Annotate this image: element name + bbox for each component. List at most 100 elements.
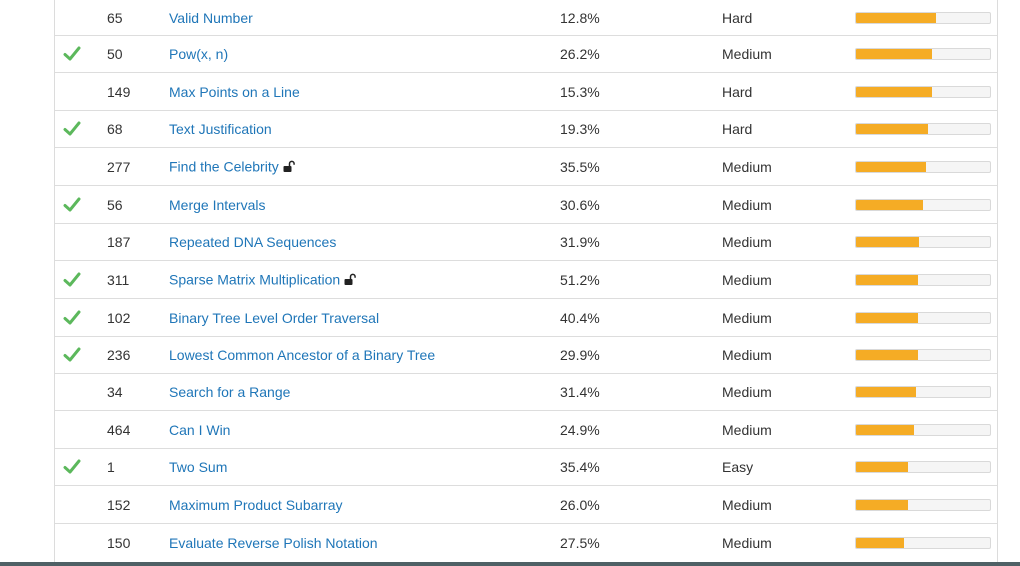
status-empty	[63, 383, 81, 401]
frequency-bar-fill	[856, 49, 933, 59]
table-row: 150 Evaluate Reverse Polish Notation 27.5%…	[55, 524, 997, 562]
lock-open-icon	[344, 272, 357, 288]
frequency-bar	[855, 48, 991, 60]
problem-title-text: Lowest Common Ancestor of a Binary Tree	[169, 347, 436, 363]
problem-title-text: Two Sum	[169, 459, 228, 475]
frequency-bar-fill	[856, 124, 929, 134]
acceptance-rate: 24.9%	[560, 421, 600, 438]
acceptance-rate: 40.4%	[560, 309, 600, 326]
status-empty	[63, 421, 81, 439]
check-icon	[63, 120, 81, 138]
problem-title-link[interactable]: Pow(x, n)	[169, 46, 228, 62]
frequency-bar	[855, 11, 991, 24]
problem-title-link[interactable]: Evaluate Reverse Polish Notation	[169, 535, 378, 551]
problem-title-link[interactable]: Valid Number	[169, 10, 253, 26]
check-icon	[63, 309, 81, 327]
acceptance-rate: 35.5%	[560, 158, 600, 175]
problem-title-link[interactable]: Repeated DNA Sequences	[169, 234, 336, 250]
difficulty-label: Medium	[722, 535, 772, 551]
problem-title-text: Merge Intervals	[169, 196, 266, 213]
acceptance-rate: 35.4%	[560, 459, 600, 475]
problem-title-text: Binary Tree Level Order Traversal	[169, 309, 380, 326]
check-icon	[63, 196, 81, 214]
problem-title-text: Find the Celebrity	[169, 158, 279, 174]
problem-title-link[interactable]: Maximum Product Subarray	[169, 497, 343, 513]
problem-number: 236	[107, 347, 131, 363]
problem-number: 65	[107, 9, 123, 26]
problem-title-link[interactable]: Find the Celebrity	[169, 158, 295, 175]
status-empty	[63, 83, 81, 101]
acceptance-rate: 12.8%	[560, 9, 600, 26]
table-row: 277 Find the Celebrity 35.5% Medium	[55, 148, 997, 186]
acceptance-rate: 27.5%	[560, 535, 600, 551]
problem-number: 187	[107, 234, 131, 250]
difficulty-label: Medium	[722, 347, 772, 363]
frequency-bar-fill	[856, 86, 933, 97]
problem-title-link[interactable]: Text Justification	[169, 121, 272, 137]
frequency-bar	[855, 498, 991, 511]
frequency-bar	[855, 349, 991, 361]
problem-title-text: Sparse Matrix Multiplication	[169, 271, 341, 287]
difficulty-label: Medium	[722, 384, 772, 400]
table-row: 68 Text Justification 19.3% Hard	[55, 111, 997, 148]
problem-title-link[interactable]: Search for a Range	[169, 384, 290, 400]
problem-title-text: Maximum Product Subarray	[169, 496, 343, 513]
problem-title-link[interactable]: Two Sum	[169, 459, 227, 475]
problem-number: 50	[107, 46, 123, 62]
problem-title-link[interactable]: Can I Win	[169, 422, 230, 438]
frequency-bar	[855, 273, 991, 286]
problem-title-link[interactable]: Lowest Common Ancestor of a Binary Tree	[169, 347, 435, 363]
table-row: 1 Two Sum 35.4% Easy	[55, 449, 997, 486]
difficulty-label: Easy	[722, 459, 754, 475]
lock-open-icon	[283, 159, 295, 175]
table-row: 65 Valid Number 12.8% Hard	[55, 0, 997, 36]
status-empty	[63, 158, 81, 176]
table-row: 464 Can I Win 24.9% Medium	[55, 411, 997, 449]
problem-title-text: Evaluate Reverse Polish Notation	[169, 535, 378, 551]
frequency-bar-fill	[856, 237, 919, 247]
problem-number: 56	[107, 196, 123, 213]
difficulty-label: Medium	[722, 421, 772, 438]
status-empty	[63, 496, 81, 514]
check-icon	[63, 458, 81, 476]
problem-number: 277	[107, 158, 131, 175]
status-empty	[63, 9, 81, 27]
table-row: 149 Max Points on a Line 15.3% Hard	[55, 73, 997, 111]
frequency-bar-fill	[856, 538, 905, 548]
problem-number: 68	[107, 121, 123, 137]
acceptance-rate: 19.3%	[560, 121, 600, 137]
difficulty-label: Medium	[722, 196, 772, 213]
table-row: 102 Binary Tree Level Order Traversal 40.4…	[55, 299, 997, 337]
frequency-bar	[855, 537, 991, 549]
table-row: 311 Sparse Matrix Multiplication 51.2% Medi…	[55, 261, 997, 299]
table-row: 34 Search for a Range 31.4% Medium	[55, 374, 997, 411]
problem-list-table: 65 Valid Number 12.8% Hard 50 Pow(x, n) 26.2% M…	[54, 0, 998, 566]
table-row: 187 Repeated DNA Sequences 31.9% Medium	[55, 224, 997, 261]
problem-title-text: Search for a Range	[169, 384, 291, 400]
problem-number: 152	[107, 496, 131, 513]
frequency-bar-fill	[856, 274, 918, 285]
check-icon	[63, 271, 81, 289]
table-row: 50 Pow(x, n) 26.2% Medium	[55, 36, 997, 73]
problem-title-link[interactable]: Merge Intervals	[169, 197, 265, 213]
frequency-bar-fill	[856, 350, 918, 360]
problem-number: 150	[107, 535, 131, 551]
problem-title-link[interactable]: Binary Tree Level Order Traversal	[169, 310, 379, 326]
difficulty-label: Medium	[722, 158, 772, 175]
table-row: 236 Lowest Common Ancestor of a Binary Tr…	[55, 337, 997, 374]
difficulty-label: Medium	[722, 46, 772, 62]
table-row: 152 Maximum Product Subarray 26.0% Medium	[55, 486, 997, 524]
frequency-bar	[855, 85, 991, 98]
frequency-bar	[855, 236, 991, 248]
problem-title-text: Can I Win	[169, 421, 231, 438]
check-icon	[63, 45, 81, 63]
problem-title-text: Repeated DNA Sequences	[169, 234, 337, 250]
problem-title-text: Pow(x, n)	[169, 46, 229, 62]
frequency-bar	[855, 311, 991, 324]
frequency-bar-fill	[856, 424, 914, 435]
problem-title-link[interactable]: Sparse Matrix Multiplication	[169, 271, 357, 288]
frequency-bar-fill	[856, 387, 917, 397]
problem-title-link[interactable]: Max Points on a Line	[169, 84, 300, 100]
acceptance-rate: 26.0%	[560, 496, 600, 513]
difficulty-label: Hard	[722, 83, 753, 100]
